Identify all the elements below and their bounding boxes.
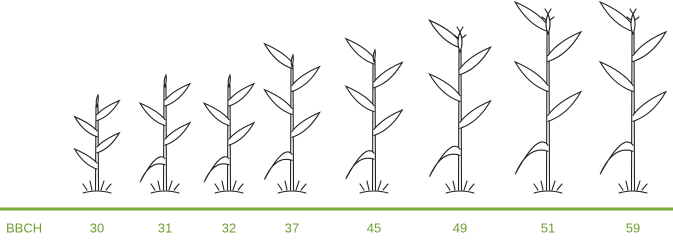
leaf [515, 142, 548, 174]
leaf [264, 90, 292, 115]
leaf [515, 2, 548, 32]
plant [75, 95, 120, 193]
plants [75, 2, 666, 193]
leaf [600, 2, 633, 32]
leaf [165, 123, 190, 145]
leaf [229, 123, 254, 145]
leaf [429, 74, 460, 101]
leaf [346, 39, 374, 64]
stage-label: 32 [222, 220, 236, 235]
leaf [548, 92, 581, 122]
leaf [346, 86, 374, 111]
leaf [204, 157, 229, 182]
stage-label: 37 [285, 220, 299, 235]
leaf [600, 142, 633, 174]
leaf [75, 117, 97, 137]
stage-label: 31 [158, 220, 172, 235]
soil [83, 181, 111, 193]
soil [619, 181, 647, 193]
soil [151, 181, 179, 193]
leaf [204, 103, 229, 125]
plant [346, 39, 402, 193]
plant [140, 75, 190, 193]
plant [600, 2, 666, 193]
leaf [429, 146, 460, 176]
stage-label: 30 [90, 220, 104, 235]
stage-label: 49 [453, 220, 467, 235]
leaf [97, 101, 119, 121]
leaf [75, 149, 97, 169]
leaf [346, 151, 374, 179]
soil [360, 181, 388, 193]
leaf [264, 152, 292, 180]
stage-label: 45 [367, 220, 381, 235]
leaf [374, 62, 402, 87]
plant [429, 20, 490, 193]
plant [204, 75, 254, 193]
soil [215, 181, 243, 193]
soil [278, 181, 306, 193]
leaf [292, 113, 320, 138]
page: BBCH 30 31 32 37 45 49 51 59 [0, 0, 673, 243]
leaf [292, 67, 320, 92]
leaf [140, 103, 165, 125]
leaf [600, 62, 633, 92]
stage-label: 59 [626, 220, 640, 235]
leaf [140, 157, 165, 182]
leaf [229, 84, 254, 106]
plant [264, 44, 319, 193]
scale-label: BBCH [6, 220, 42, 235]
leaf [460, 101, 491, 128]
stage-label: 51 [541, 220, 555, 235]
leaf [515, 62, 548, 92]
leaf [429, 20, 460, 47]
soil [446, 181, 474, 193]
soil [534, 181, 562, 193]
diagram: BBCH 30 31 32 37 45 49 51 59 [0, 0, 673, 243]
leaf [264, 44, 292, 69]
leaf [633, 92, 666, 122]
stem [373, 60, 376, 190]
plant [515, 2, 581, 193]
leaf [460, 47, 491, 74]
leaf [165, 84, 190, 106]
leaf [633, 32, 666, 62]
leaf [374, 110, 402, 135]
leaf [548, 32, 581, 62]
leaf [97, 133, 119, 153]
